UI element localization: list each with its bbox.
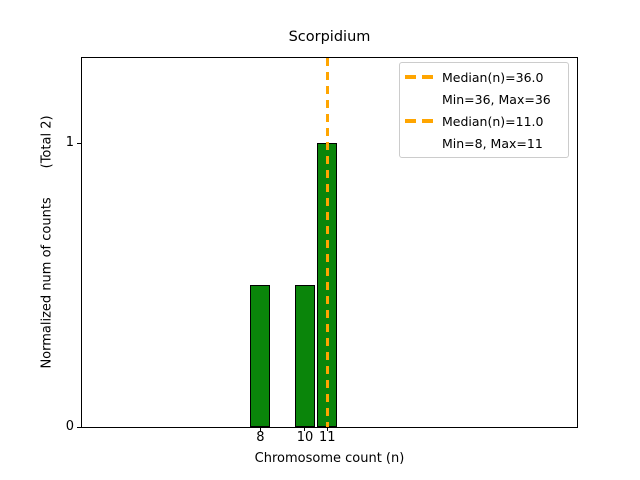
y-tick-mark (77, 142, 81, 144)
dashed-line-marker-icon (405, 75, 433, 79)
legend-entry: Min=36, Max=36 (405, 88, 562, 110)
chart-title: Scorpidium (288, 29, 371, 45)
legend-sublabel-minmax-11: Min=8, Max=11 (442, 135, 543, 151)
bar-n-8 (250, 285, 271, 427)
legend-label-median-36: Median(n)=36.0 (442, 69, 544, 85)
bar-n-10 (294, 285, 315, 427)
legend-label-median-11: Median(n)=11.0 (442, 113, 544, 129)
x-axis-label: Chromosome count (n) (254, 451, 405, 466)
y-tick-label: 0 (65, 419, 74, 434)
legend-sublabel-minmax-36: Min=36, Max=36 (442, 91, 551, 107)
legend-entry: Median(n)=36.0 (405, 66, 562, 88)
y-tick-label: 1 (65, 135, 74, 151)
legend-entry: Min=8, Max=11 (405, 132, 562, 154)
x-tick-label: 11 (318, 430, 336, 445)
legend-marker-spacer (405, 97, 433, 101)
x-tick-mark (259, 427, 261, 431)
x-tick-label: 10 (296, 430, 314, 445)
x-tick-label: 8 (256, 430, 265, 445)
legend: Median(n)=36.0 Min=36, Max=36 Median(n)=… (399, 62, 569, 158)
legend-entry: Median(n)=11.0 (405, 110, 562, 132)
legend-marker-spacer (405, 141, 433, 145)
x-tick-mark (326, 427, 328, 431)
plot-area: Median(n)=36.0 Min=36, Max=36 Median(n)=… (81, 57, 578, 428)
median-vline (326, 58, 329, 427)
y-tick-mark (77, 426, 81, 428)
dashed-line-marker-icon (405, 119, 433, 123)
x-tick-mark (304, 427, 306, 431)
y-axis-label: Normalized num of counts (Total 2) (39, 115, 55, 369)
